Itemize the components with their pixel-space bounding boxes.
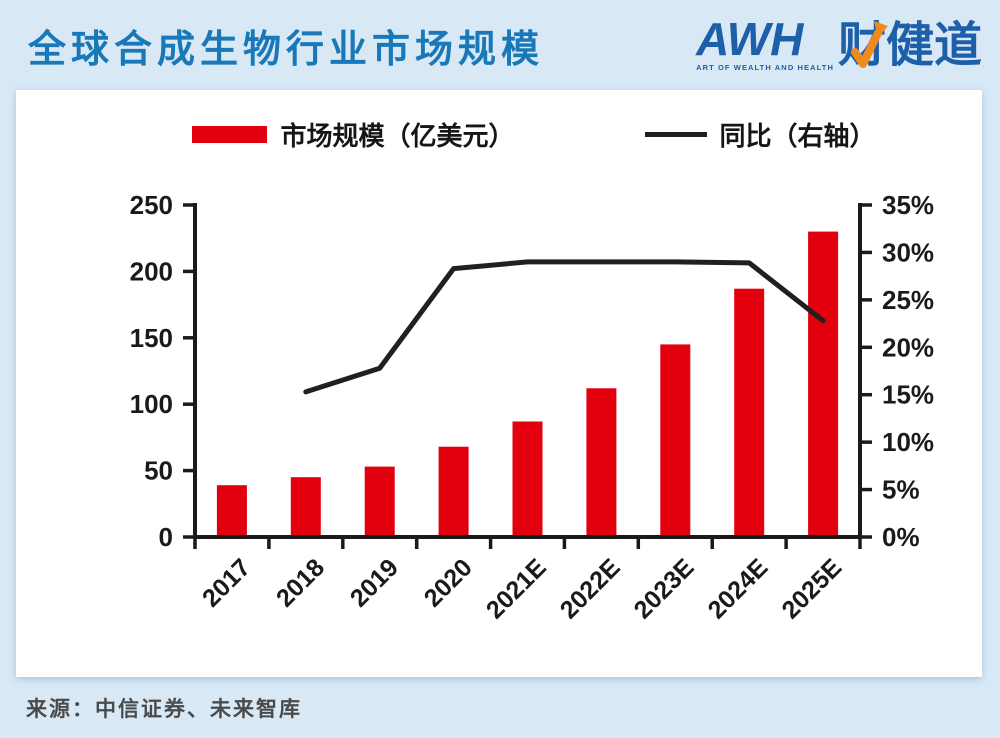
logo-awh-block: AWH ART OF WEALTH AND HEALTH — [696, 13, 834, 72]
right-tick-label: 10% — [882, 427, 934, 457]
legend-label-yoy: 同比（右轴） — [719, 120, 876, 151]
bar-2017 — [216, 485, 247, 537]
logo-tagline: ART OF WEALTH AND HEALTH — [696, 62, 834, 72]
source-text: 来源：中信证券、未来智库 — [26, 698, 302, 721]
x-label-2022E: 2022E — [555, 553, 626, 624]
x-label-2025E: 2025E — [776, 553, 847, 624]
legend-bar-swatch — [192, 125, 268, 143]
brand-logo: AWH ART OF WEALTH AND HEALTH 财健道 — [696, 13, 982, 72]
chart-legend: 市场规模（亿美元） 同比（右轴） — [86, 90, 982, 153]
left-tick-label: 200 — [130, 256, 173, 286]
right-tick-label: 35% — [882, 190, 934, 220]
x-label-2024E: 2024E — [703, 553, 774, 624]
legend-item-market-size: 市场规模（亿美元） — [192, 116, 515, 153]
x-label-2023E: 2023E — [629, 553, 700, 624]
bar-2022E — [586, 388, 617, 537]
legend-item-yoy: 同比（右轴） — [644, 116, 876, 153]
left-tick-label: 50 — [144, 456, 173, 486]
market-size-chart: 0 50 100 150 200 250 0% 5% 10% 15% 20% 25% 30% 35% 201… — [130, 190, 934, 624]
right-tick-label: 5% — [882, 475, 920, 505]
right-tick-label: 15% — [882, 380, 934, 410]
page-header: 全球合成生物行业市场规模 AWH ART OF WEALTH AND HEALT… — [0, 0, 1000, 90]
left-tick-label: 150 — [130, 323, 173, 353]
right-tick-label: 20% — [882, 332, 934, 362]
x-label-2021E: 2021E — [481, 553, 552, 624]
logo-wordmark: AWH — [696, 13, 804, 66]
bar-2019 — [364, 466, 395, 537]
x-label-2020: 2020 — [419, 553, 478, 612]
right-tick-label: 30% — [882, 237, 934, 267]
yoy-line — [303, 259, 826, 395]
x-label-2018: 2018 — [271, 553, 330, 612]
logo-arrow-icon — [850, 21, 888, 69]
bar-2024E — [734, 288, 765, 537]
axis-frame — [193, 203, 862, 539]
left-tick-label: 0 — [159, 522, 173, 552]
bar-2025E — [808, 231, 839, 537]
bar-2023E — [660, 344, 691, 537]
right-tick-label: 0% — [882, 522, 920, 552]
bar-2020 — [438, 446, 469, 537]
bar-2021E — [512, 421, 543, 537]
legend-label-market-size: 市场规模（亿美元） — [280, 120, 515, 151]
page-title: 全球合成生物行业市场规模 — [28, 28, 545, 71]
left-tick-label: 250 — [130, 190, 173, 220]
chart-panel: 市场规模（亿美元） 同比（右轴） 0 50 100 150 200 250 0% 5% 10% 1… — [16, 90, 982, 677]
chart-area: 0 50 100 150 200 250 0% 5% 10% 15% 20% 25% 30% 35% 201… — [16, 175, 982, 648]
legend-line-swatch — [644, 131, 707, 137]
x-label-2017: 2017 — [197, 553, 256, 612]
left-tick-label: 100 — [130, 389, 173, 419]
x-label-2019: 2019 — [345, 553, 404, 612]
bar-2018 — [290, 477, 321, 537]
logo-cn-name: 财健道 — [838, 21, 982, 71]
page-footer: 来源：中信证券、未来智库 — [26, 693, 1000, 723]
right-tick-label: 25% — [882, 285, 934, 315]
